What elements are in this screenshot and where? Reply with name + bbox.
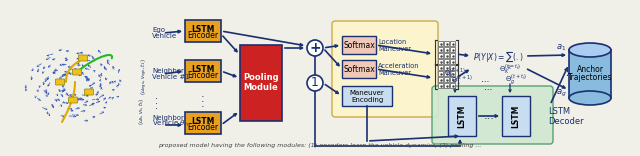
Text: $\cdots$: $\cdots$: [483, 83, 493, 92]
Text: Vehicle $\theta_n$: Vehicle $\theta_n$: [152, 119, 189, 129]
Text: .: .: [154, 101, 157, 111]
FancyBboxPatch shape: [438, 65, 443, 70]
Ellipse shape: [569, 91, 611, 105]
FancyBboxPatch shape: [450, 77, 455, 82]
Text: Anchor: Anchor: [577, 64, 604, 73]
Text: Module: Module: [244, 83, 278, 92]
Text: Neighbor: Neighbor: [152, 68, 184, 74]
FancyBboxPatch shape: [438, 53, 443, 58]
FancyBboxPatch shape: [444, 59, 449, 64]
Circle shape: [307, 40, 323, 56]
Text: LSTM: LSTM: [191, 64, 214, 73]
Text: Encoder: Encoder: [188, 71, 219, 80]
FancyBboxPatch shape: [444, 53, 449, 58]
FancyBboxPatch shape: [502, 96, 530, 136]
Text: $\Theta_K^{(t+1)}$: $\Theta_K^{(t+1)}$: [444, 66, 466, 80]
FancyBboxPatch shape: [342, 60, 376, 78]
FancyBboxPatch shape: [438, 47, 443, 52]
FancyBboxPatch shape: [438, 71, 443, 76]
FancyBboxPatch shape: [450, 41, 455, 46]
FancyBboxPatch shape: [72, 69, 81, 75]
FancyBboxPatch shape: [450, 47, 455, 52]
Text: Trajectories: Trajectories: [568, 73, 612, 83]
Text: +: +: [309, 41, 321, 54]
Text: Decoder: Decoder: [548, 117, 584, 125]
FancyBboxPatch shape: [56, 79, 65, 85]
Text: Encoding: Encoding: [351, 97, 383, 103]
Text: LSTM: LSTM: [458, 104, 467, 128]
FancyBboxPatch shape: [569, 50, 611, 98]
FancyBboxPatch shape: [438, 77, 443, 82]
FancyBboxPatch shape: [444, 41, 449, 46]
FancyBboxPatch shape: [185, 112, 221, 134]
Text: $(\omega_k,v_k,t_k)$: $(\omega_k,v_k,t_k)$: [138, 97, 147, 125]
FancyBboxPatch shape: [332, 21, 438, 117]
FancyBboxPatch shape: [185, 20, 221, 42]
Text: .: .: [201, 94, 205, 104]
FancyBboxPatch shape: [68, 97, 77, 103]
Text: $(\omega_{ego},v_{ego},t_1)$: $(\omega_{ego},v_{ego},t_1)$: [140, 57, 150, 95]
Text: LSTM: LSTM: [511, 104, 520, 128]
Text: $\vdots$: $\vdots$: [561, 66, 569, 78]
Text: $a_1$: $a_1$: [556, 43, 566, 53]
FancyBboxPatch shape: [342, 86, 392, 106]
Text: Softmax: Softmax: [343, 64, 375, 73]
Text: LSTM: LSTM: [191, 24, 214, 34]
Text: Acceleration: Acceleration: [378, 63, 419, 69]
Text: Encoder: Encoder: [188, 124, 219, 132]
Text: $\Theta_g^{(t+t_f)}$: $\Theta_g^{(t+t_f)}$: [505, 72, 527, 87]
Text: .: .: [154, 91, 157, 101]
Text: .: .: [201, 89, 205, 99]
Text: $\Theta_K^{(t=t_f)}$: $\Theta_K^{(t=t_f)}$: [499, 62, 521, 76]
Text: Location: Location: [378, 39, 406, 45]
FancyBboxPatch shape: [450, 83, 455, 88]
Text: $\Theta_1^{(t+1)}$: $\Theta_1^{(t+1)}$: [451, 73, 473, 87]
Text: ...: ...: [484, 111, 495, 121]
FancyBboxPatch shape: [444, 77, 449, 82]
FancyBboxPatch shape: [450, 53, 455, 58]
Text: .: .: [201, 99, 205, 109]
FancyBboxPatch shape: [448, 96, 476, 136]
FancyBboxPatch shape: [185, 60, 221, 82]
FancyBboxPatch shape: [240, 45, 282, 121]
FancyBboxPatch shape: [450, 59, 455, 64]
Text: .: .: [154, 96, 157, 106]
Text: Ego: Ego: [152, 27, 165, 33]
Text: Neighbor: Neighbor: [152, 115, 184, 121]
Text: $P(Y|X) = \sum_k(.)$: $P(Y|X) = \sum_k(.)$: [473, 50, 524, 72]
FancyBboxPatch shape: [432, 86, 553, 144]
Ellipse shape: [569, 43, 611, 57]
Text: Vehicle: Vehicle: [152, 33, 177, 39]
Text: Maneuver: Maneuver: [378, 46, 411, 52]
FancyBboxPatch shape: [450, 71, 455, 76]
FancyBboxPatch shape: [438, 59, 443, 64]
FancyBboxPatch shape: [342, 36, 376, 54]
FancyBboxPatch shape: [444, 83, 449, 88]
Text: Softmax: Softmax: [343, 41, 375, 49]
Text: Pooling: Pooling: [243, 73, 279, 81]
Text: 1: 1: [311, 76, 319, 90]
FancyBboxPatch shape: [444, 65, 449, 70]
FancyBboxPatch shape: [84, 89, 93, 95]
Text: proposed model having the following modules: (1) encoders learn the vehicle dyna: proposed model having the following modu…: [158, 143, 482, 148]
FancyBboxPatch shape: [438, 83, 443, 88]
Text: LSTM: LSTM: [191, 117, 214, 125]
Text: Maneuver: Maneuver: [378, 70, 411, 76]
Circle shape: [307, 75, 323, 91]
Text: LSTM: LSTM: [548, 107, 570, 115]
FancyBboxPatch shape: [444, 71, 449, 76]
FancyBboxPatch shape: [79, 55, 88, 61]
FancyBboxPatch shape: [444, 47, 449, 52]
Text: $\cdots$: $\cdots$: [480, 76, 490, 85]
Text: $a_g$: $a_g$: [556, 88, 566, 99]
FancyBboxPatch shape: [438, 41, 443, 46]
Text: Maneuver: Maneuver: [349, 90, 385, 96]
Text: Vehicle #1: Vehicle #1: [152, 74, 189, 80]
Text: Encoder: Encoder: [188, 32, 219, 41]
FancyBboxPatch shape: [450, 65, 455, 70]
